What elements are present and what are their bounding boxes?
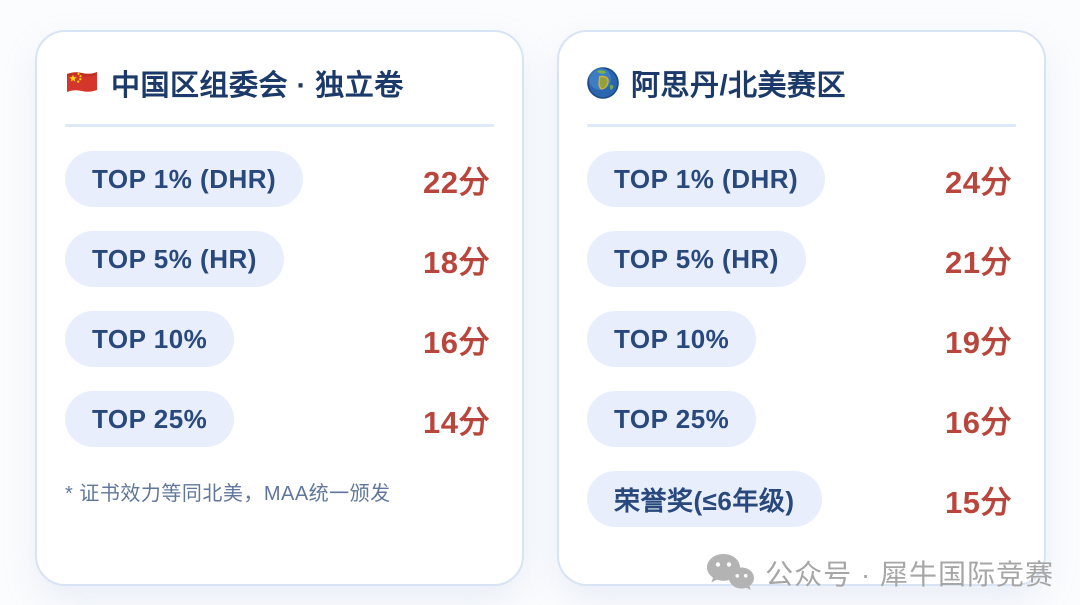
certificate-footnote: * 证书效力等同北美，MAA统一颁发: [65, 483, 391, 505]
rank-pill: TOP 1% (DHR): [587, 151, 826, 207]
rank-pill: TOP 1% (DHR): [65, 151, 304, 207]
score-row: 荣誉奖(≤6年级) 15分: [587, 471, 1016, 527]
china-flag-icon: [65, 68, 99, 98]
score-value: 16分: [423, 324, 490, 360]
score-value: 22分: [423, 164, 490, 200]
score-value: 19分: [945, 324, 1012, 360]
wechat-icon: [706, 552, 755, 594]
score-value: 15分: [945, 484, 1012, 520]
watermark: 公众号 · 犀牛国际竞赛: [706, 552, 1054, 594]
rank-pill: TOP 10%: [65, 311, 235, 367]
score-rows: TOP 1% (DHR) 22分 TOP 5% (HR) 18分 TOP 10%…: [65, 151, 494, 447]
rank-pill: TOP 25%: [587, 391, 757, 447]
rank-pill: TOP 5% (HR): [587, 231, 806, 287]
card-header: 阿思丹/北美赛区: [587, 62, 1016, 104]
header-divider: [65, 124, 494, 127]
score-row: TOP 5% (HR) 21分: [587, 231, 1016, 287]
globe-icon: [587, 67, 619, 99]
score-row: TOP 25% 16分: [587, 391, 1016, 447]
score-value: 24分: [945, 164, 1012, 200]
asdan-north-america-card: 阿思丹/北美赛区 TOP 1% (DHR) 24分 TOP 5% (HR) 21…: [557, 30, 1046, 586]
score-value: 16分: [945, 404, 1012, 440]
score-row: TOP 10% 16分: [65, 311, 494, 367]
rank-pill: TOP 25%: [65, 391, 235, 447]
score-rows: TOP 1% (DHR) 24分 TOP 5% (HR) 21分 TOP 10%…: [587, 151, 1016, 527]
rank-pill: TOP 10%: [587, 311, 757, 367]
rank-pill: TOP 5% (HR): [65, 231, 284, 287]
score-value: 14分: [423, 404, 490, 440]
header-divider: [587, 124, 1016, 127]
watermark-text: 公众号 · 犀牛国际竞赛: [765, 559, 1054, 590]
card-title: 中国区组委会 · 独立卷: [111, 70, 404, 102]
card-title: 阿思丹/北美赛区: [631, 70, 847, 102]
score-row: TOP 5% (HR) 18分: [65, 231, 494, 287]
score-value: 21分: [945, 244, 1012, 280]
score-value: 18分: [423, 244, 490, 280]
score-row: TOP 1% (DHR) 24分: [587, 151, 1016, 207]
score-row: TOP 1% (DHR) 22分: [65, 151, 494, 207]
rank-pill: 荣誉奖(≤6年级): [587, 471, 822, 527]
score-row: TOP 25% 14分: [65, 391, 494, 447]
score-row: TOP 10% 19分: [587, 311, 1016, 367]
card-header: 中国区组委会 · 独立卷: [65, 62, 494, 104]
china-committee-card: 中国区组委会 · 独立卷 TOP 1% (DHR) 22分 TOP 5% (HR…: [35, 30, 524, 586]
